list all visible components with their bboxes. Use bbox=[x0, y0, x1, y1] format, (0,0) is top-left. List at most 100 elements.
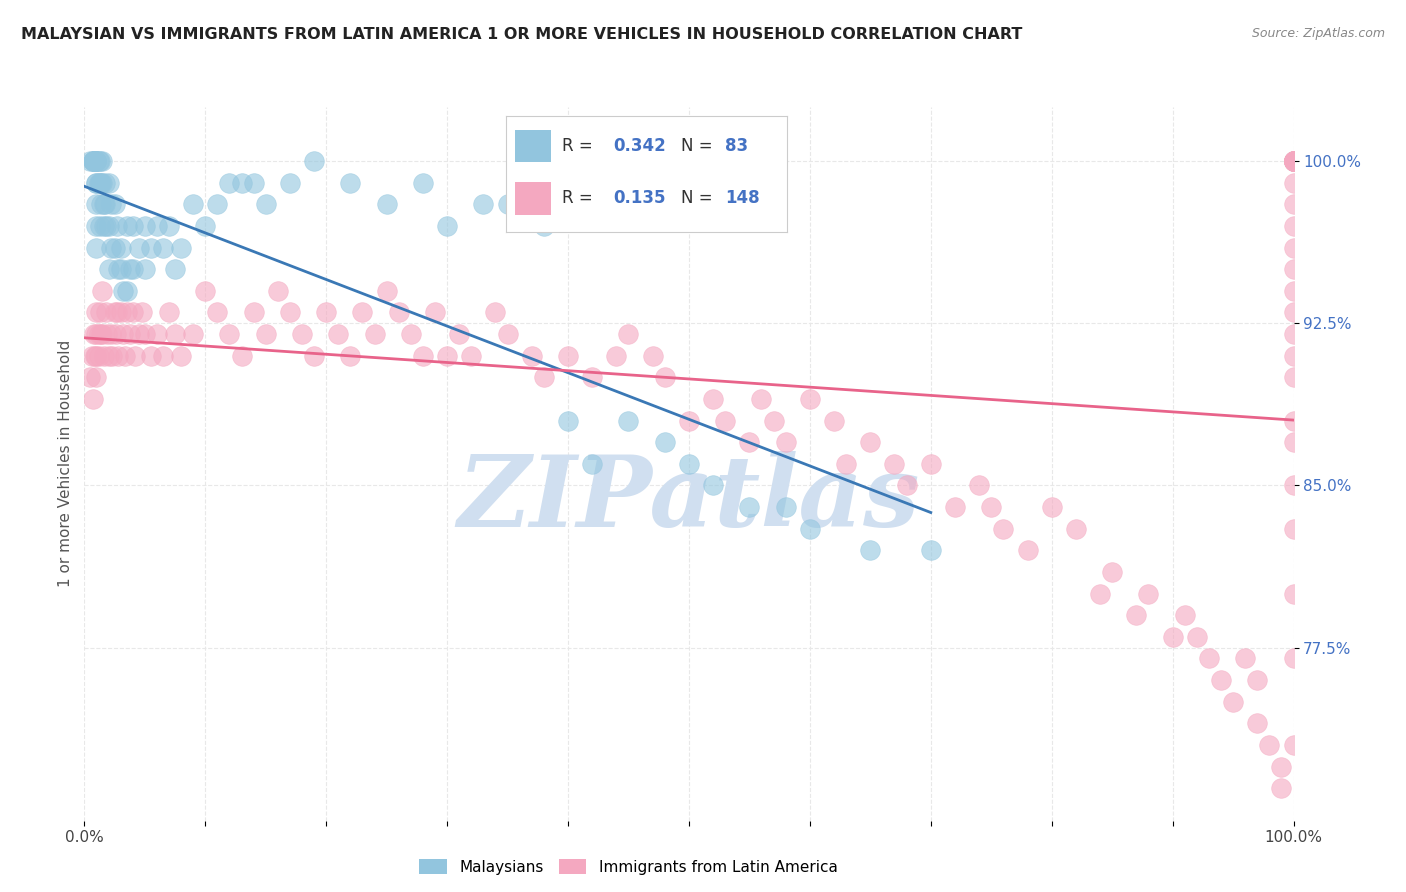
Point bbox=[134, 262, 156, 277]
Point bbox=[1282, 154, 1305, 169]
Point bbox=[120, 327, 142, 342]
Point bbox=[194, 219, 217, 233]
Point bbox=[87, 349, 110, 363]
Point bbox=[84, 154, 107, 169]
Point bbox=[100, 241, 122, 255]
Point bbox=[100, 197, 122, 211]
Point bbox=[412, 349, 434, 363]
Point bbox=[1258, 738, 1281, 752]
Point bbox=[654, 435, 676, 450]
Point bbox=[557, 349, 579, 363]
Point bbox=[423, 305, 446, 319]
Point bbox=[152, 241, 174, 255]
Point bbox=[84, 349, 107, 363]
Point bbox=[104, 327, 127, 342]
Point bbox=[363, 327, 385, 342]
Point bbox=[128, 327, 150, 342]
Point bbox=[218, 176, 240, 190]
Point bbox=[97, 176, 120, 190]
Point bbox=[86, 176, 108, 190]
Point bbox=[86, 154, 108, 169]
Point bbox=[82, 392, 104, 406]
Point bbox=[181, 197, 204, 211]
Y-axis label: 1 or more Vehicles in Household: 1 or more Vehicles in Household bbox=[58, 340, 73, 588]
Point bbox=[1198, 651, 1220, 665]
Point bbox=[581, 370, 603, 384]
Point bbox=[90, 327, 112, 342]
Point bbox=[835, 457, 858, 471]
Point bbox=[114, 349, 136, 363]
Point bbox=[89, 176, 111, 190]
Point bbox=[79, 370, 101, 384]
Point bbox=[97, 262, 120, 277]
Point bbox=[101, 349, 124, 363]
Text: 148: 148 bbox=[725, 189, 761, 207]
Point bbox=[1282, 651, 1305, 665]
Point bbox=[86, 305, 108, 319]
Text: N =: N = bbox=[681, 189, 717, 207]
Point bbox=[1282, 522, 1305, 536]
Point bbox=[1282, 327, 1305, 342]
Text: R =: R = bbox=[562, 189, 599, 207]
Point bbox=[352, 305, 374, 319]
Point bbox=[1185, 630, 1208, 644]
Point bbox=[1282, 435, 1305, 450]
Point bbox=[654, 370, 676, 384]
Point bbox=[678, 457, 700, 471]
Point bbox=[89, 219, 111, 233]
FancyBboxPatch shape bbox=[515, 182, 551, 214]
Point bbox=[1282, 154, 1305, 169]
Point bbox=[533, 370, 555, 384]
Point bbox=[1222, 695, 1244, 709]
Point bbox=[105, 305, 128, 319]
Point bbox=[533, 219, 555, 233]
Point bbox=[1282, 154, 1305, 169]
Point bbox=[823, 414, 845, 428]
Point bbox=[110, 262, 132, 277]
Point bbox=[339, 176, 361, 190]
Point bbox=[83, 154, 105, 169]
Point bbox=[146, 327, 169, 342]
Point bbox=[218, 327, 240, 342]
Point bbox=[896, 478, 918, 492]
Point bbox=[557, 414, 579, 428]
Legend: Malaysians, Immigrants from Latin America: Malaysians, Immigrants from Latin Americ… bbox=[413, 853, 844, 880]
Point bbox=[157, 219, 180, 233]
Point bbox=[134, 219, 156, 233]
Point bbox=[315, 305, 337, 319]
Point bbox=[496, 327, 519, 342]
Point bbox=[1282, 154, 1305, 169]
Point bbox=[254, 197, 277, 211]
Point bbox=[89, 154, 111, 169]
Point bbox=[1282, 154, 1305, 169]
Point bbox=[460, 349, 482, 363]
Text: 0.342: 0.342 bbox=[613, 137, 666, 155]
Point bbox=[738, 435, 761, 450]
Point bbox=[993, 522, 1015, 536]
Point bbox=[291, 327, 314, 342]
Point bbox=[520, 349, 543, 363]
Point bbox=[86, 219, 108, 233]
Text: 0.135: 0.135 bbox=[613, 189, 665, 207]
Point bbox=[617, 327, 640, 342]
Point bbox=[328, 327, 350, 342]
Point bbox=[146, 219, 169, 233]
Point bbox=[967, 478, 990, 492]
Point bbox=[1282, 154, 1305, 169]
Point bbox=[375, 197, 398, 211]
Point bbox=[170, 241, 193, 255]
Point bbox=[1282, 154, 1305, 169]
Point bbox=[1282, 154, 1305, 169]
Point bbox=[1282, 154, 1305, 169]
Point bbox=[375, 284, 398, 298]
Point bbox=[1282, 586, 1305, 600]
Point bbox=[436, 349, 458, 363]
Point bbox=[207, 305, 229, 319]
Point bbox=[97, 349, 120, 363]
Point bbox=[1282, 154, 1305, 169]
Point bbox=[254, 327, 277, 342]
Point bbox=[121, 262, 143, 277]
Point bbox=[702, 392, 724, 406]
Point bbox=[96, 327, 118, 342]
FancyBboxPatch shape bbox=[515, 130, 551, 162]
